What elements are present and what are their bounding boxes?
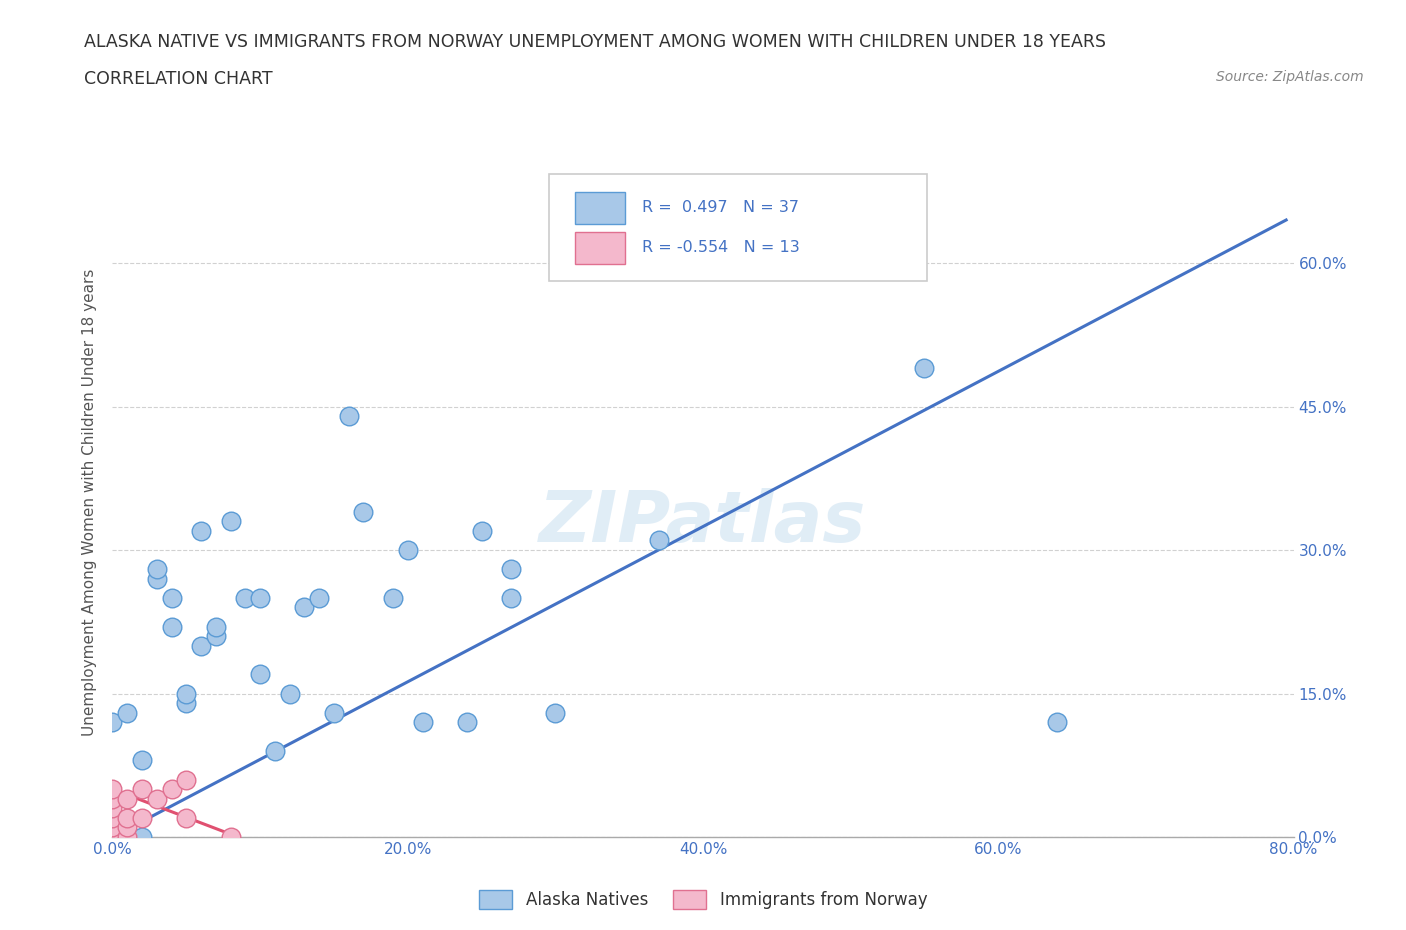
Point [292,600,315,615]
Text: Source: ZipAtlas.com: Source: ZipAtlas.com [1216,70,1364,84]
Point [131,830,153,844]
Point [205,629,228,644]
Point [174,686,197,701]
Point [352,504,374,519]
Point [396,542,419,557]
FancyBboxPatch shape [575,232,626,264]
Point [249,667,271,682]
Point [544,705,567,720]
Point [588,236,610,251]
FancyBboxPatch shape [575,193,626,224]
Point [131,810,153,825]
Text: ZIPatlas: ZIPatlas [540,488,866,557]
Point [264,743,287,758]
Point [249,591,271,605]
Point [174,696,197,711]
Legend: Alaska Natives, Immigrants from Norway: Alaska Natives, Immigrants from Norway [472,884,934,916]
FancyBboxPatch shape [550,174,928,281]
Point [101,830,124,844]
Point [117,791,138,806]
Point [219,514,242,529]
Point [323,705,346,720]
Point [174,810,197,825]
Point [160,591,183,605]
Point [101,820,124,835]
Point [278,686,301,701]
Point [647,533,671,548]
Point [101,715,124,730]
Point [470,524,494,538]
Point [160,782,183,797]
Point [233,591,256,605]
Point [219,830,242,844]
Y-axis label: Unemployment Among Women with Children Under 18 years: Unemployment Among Women with Children U… [82,269,97,736]
Point [101,801,124,816]
Point [501,562,523,577]
Text: ALASKA NATIVE VS IMMIGRANTS FROM NORWAY UNEMPLOYMENT AMONG WOMEN WITH CHILDREN U: ALASKA NATIVE VS IMMIGRANTS FROM NORWAY … [84,33,1107,50]
Point [382,591,405,605]
Point [101,791,124,806]
Point [131,753,153,768]
Point [131,782,153,797]
Point [174,772,197,787]
Text: R =  0.497   N = 37: R = 0.497 N = 37 [641,200,799,215]
Point [117,830,138,844]
Point [337,408,360,423]
Point [501,591,523,605]
Point [101,810,124,825]
Point [146,562,169,577]
Text: CORRELATION CHART: CORRELATION CHART [84,70,273,87]
Point [146,791,169,806]
Point [117,810,138,825]
Point [160,619,183,634]
Text: R = -0.554   N = 13: R = -0.554 N = 13 [641,240,800,255]
Point [456,715,478,730]
Point [190,524,212,538]
Point [205,619,228,634]
Point [308,591,330,605]
Point [411,715,433,730]
Point [914,361,936,376]
Point [117,820,138,835]
Point [190,638,212,653]
Point [101,782,124,797]
Point [146,571,169,586]
Point [1046,715,1069,730]
Point [117,705,138,720]
